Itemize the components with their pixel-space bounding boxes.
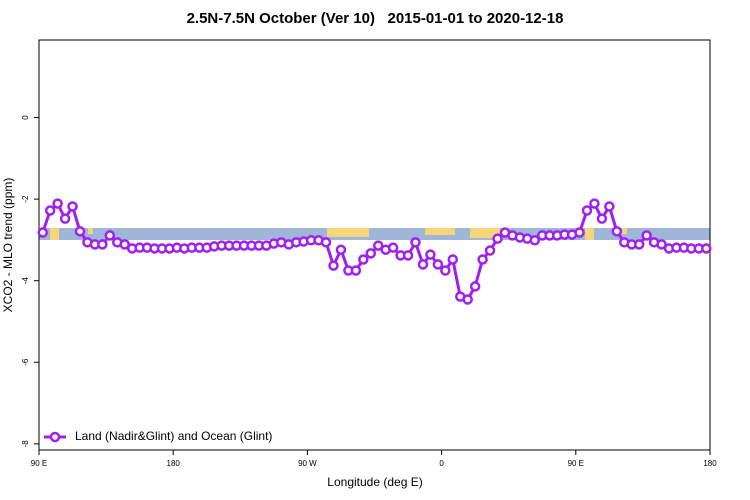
- data-point: [589, 198, 600, 209]
- data-point: [425, 249, 436, 260]
- y-tick-label: -2: [21, 195, 30, 203]
- data-point: [410, 237, 421, 248]
- data-point: [358, 254, 369, 265]
- data-point: [574, 227, 585, 238]
- data-point: [387, 242, 399, 253]
- x-tick-label: 90 W: [298, 459, 317, 468]
- legend-marker: [49, 431, 61, 443]
- data-point: [52, 198, 63, 209]
- x-axis-label: Longitude (deg E): [327, 475, 422, 489]
- x-tick-label: 0: [439, 459, 444, 468]
- data-point: [402, 250, 414, 261]
- data-point: [611, 226, 623, 237]
- x-tick-label: 90 E: [568, 459, 584, 468]
- x-tick-label: 180: [167, 459, 181, 468]
- y-tick-label: 0: [21, 115, 30, 120]
- data-point: [581, 205, 593, 216]
- data-point: [37, 227, 48, 238]
- data-point: [67, 201, 78, 212]
- land-ocean-band: [39, 228, 710, 240]
- x-tick-label: 180: [703, 459, 717, 468]
- data-point: [604, 201, 615, 212]
- legend-label: Land (Nadir&Glint) and Ocean (Glint): [75, 429, 272, 443]
- data-point: [596, 213, 608, 224]
- data-point: [335, 244, 347, 255]
- data-point: [365, 248, 377, 259]
- chart-title: 2.5N-7.5N October (Ver 10) 2015-01-01 to…: [187, 10, 564, 27]
- data-point: [432, 259, 444, 270]
- data-point: [417, 259, 429, 270]
- x-tick-label: 90 E: [31, 459, 47, 468]
- data-point: [350, 265, 362, 276]
- data-point: [633, 239, 645, 250]
- data-point: [462, 294, 473, 305]
- y-axis-label: XCO2 - MLO trend (ppm): [1, 178, 15, 313]
- data-point: [372, 240, 384, 251]
- data-point: [447, 254, 459, 265]
- data-point: [641, 230, 652, 241]
- y-tick-label: -6: [21, 358, 30, 366]
- data-point: [59, 213, 71, 224]
- data-point: [656, 239, 667, 250]
- data-point: [119, 239, 130, 250]
- data-point: [44, 205, 56, 216]
- data-point: [477, 254, 488, 265]
- data-point: [97, 239, 108, 250]
- data-point: [74, 226, 86, 237]
- data-point: [492, 233, 503, 244]
- y-tick-label: -4: [21, 277, 30, 285]
- y-tick-label: -8: [21, 440, 30, 448]
- data-point: [328, 260, 339, 271]
- data-point: [320, 237, 332, 248]
- data-point: [104, 230, 116, 241]
- data-point: [440, 265, 451, 276]
- data-point: [529, 235, 541, 246]
- data-point: [701, 243, 712, 254]
- data-point: [484, 245, 496, 256]
- data-point: [469, 281, 481, 292]
